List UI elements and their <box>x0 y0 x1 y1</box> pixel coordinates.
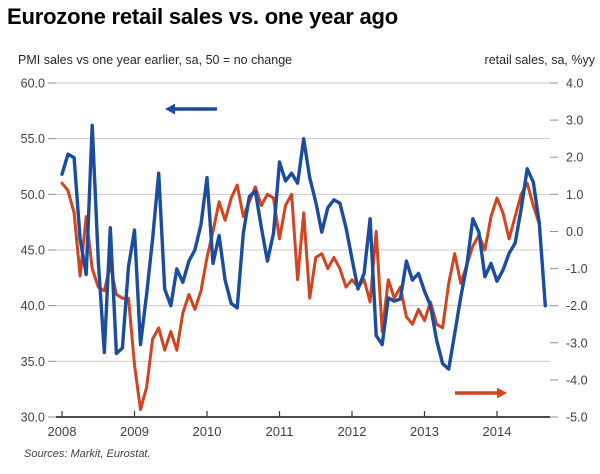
right-axis-tick-label: 2.0 <box>566 151 583 165</box>
right-axis-tick-label: -3.0 <box>566 336 588 350</box>
retail-right-arrow-head-icon <box>497 387 507 399</box>
left-axis-tick-label: 30.0 <box>21 411 45 425</box>
right-axis-tick-label: -5.0 <box>566 411 588 425</box>
left-axis-tick-label: 35.0 <box>21 355 45 369</box>
right-axis-tick-label: 0.0 <box>566 225 583 239</box>
x-axis-tick-label: 2013 <box>410 424 439 439</box>
left-axis-tick-label: 40.0 <box>21 299 45 313</box>
x-axis-tick-label: 2011 <box>266 424 294 439</box>
pmi-series-line <box>60 123 547 371</box>
left-axis-tick-label: 60.0 <box>21 77 45 91</box>
chart-title: Eurozone retail sales vs. one year ago <box>7 4 399 29</box>
right-axis-tick-label: 4.0 <box>566 77 583 91</box>
right-axis-tick-label: 3.0 <box>566 114 583 128</box>
x-axis-tick-label: 2010 <box>193 424 222 439</box>
right-axis-tick-label: -4.0 <box>566 373 588 387</box>
right-axis-tick-label: 1.0 <box>566 188 583 202</box>
x-axis-tick-label: 2008 <box>48 424 77 439</box>
right-axis-caption: retail sales, sa, %yy <box>484 53 595 67</box>
left-axis-tick-label: 45.0 <box>21 244 45 258</box>
pmi-left-arrow-head-icon <box>165 103 175 115</box>
x-axis-tick-label: 2012 <box>338 424 367 439</box>
left-axis-tick-label: 50.0 <box>21 188 45 202</box>
x-axis-tick-label: 2014 <box>483 424 512 439</box>
left-axis-tick-label: 55.0 <box>21 132 45 146</box>
right-axis-tick-label: -2.0 <box>566 299 588 313</box>
x-axis-tick-label: 2009 <box>120 424 149 439</box>
retail-series-line <box>60 181 541 412</box>
left-axis-caption: PMI sales vs one year earlier, sa, 50 = … <box>18 53 293 67</box>
sources-note: Sources: Markit, Eurostat. <box>24 448 151 460</box>
right-axis-tick-label: -1.0 <box>566 262 588 276</box>
